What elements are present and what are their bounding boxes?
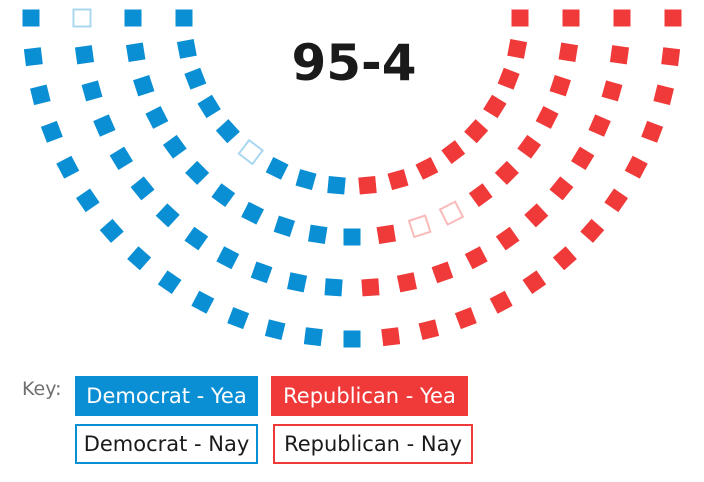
seat-democrat-yea: [343, 228, 361, 246]
seat-republican-yea: [549, 74, 571, 97]
seat-group: [22, 8, 682, 348]
seat-democrat-yea: [241, 201, 265, 225]
key-label: Key:: [22, 378, 62, 400]
seat-republican-yea: [441, 140, 466, 164]
seat-republican-yea: [580, 218, 605, 243]
seat-republican-yea: [387, 169, 409, 191]
seat-democrat-yea: [295, 169, 317, 191]
seat-republican-yea: [361, 278, 380, 297]
seat-democrat-yea: [215, 119, 240, 144]
seat-republican-yea: [522, 270, 547, 295]
seat-republican-yea: [624, 155, 648, 179]
seat-republican-yea: [613, 9, 631, 27]
seat-democrat-yea: [56, 155, 80, 179]
seat-democrat-yea: [23, 47, 43, 67]
seat-republican-yea: [418, 319, 440, 340]
seat-democrat-yea: [324, 278, 343, 297]
seat-republican-yea: [535, 105, 559, 129]
seat-republican-yea: [358, 176, 377, 195]
seat-republican-yea: [558, 42, 579, 62]
seat-democrat-yea: [273, 215, 296, 237]
seat-democrat-yea: [40, 120, 63, 143]
seat-democrat-yea: [133, 74, 155, 97]
seat-democrat-yea: [264, 319, 286, 340]
seat-republican-yea: [562, 9, 580, 27]
seat-democrat-yea: [22, 9, 40, 27]
seat-democrat-nay: [237, 138, 265, 166]
seat-democrat-yea: [227, 307, 250, 330]
seat-republican-yea: [641, 120, 664, 143]
seat-democrat-yea: [99, 218, 124, 243]
seat-republican-yea: [464, 246, 488, 270]
seat-democrat-yea: [303, 327, 323, 347]
seat-democrat-yea: [93, 114, 116, 137]
legend-democrat-yea: Democrat - Yea: [75, 376, 258, 416]
seat-democrat-yea: [343, 330, 361, 348]
seat-republican-yea: [468, 183, 493, 208]
seat-democrat-yea: [81, 80, 103, 102]
seat-democrat-yea: [109, 146, 133, 170]
seat-republican-yea: [495, 226, 520, 251]
seat-democrat-yea: [265, 156, 289, 180]
legend-republican-yea: Republican - Yea: [271, 376, 468, 416]
legend-democrat-nay: Democrat - Nay: [75, 424, 258, 464]
seat-republican-yea: [431, 261, 454, 284]
seat-democrat-yea: [287, 272, 308, 293]
seat-republican-yea: [507, 38, 528, 59]
seat-republican-yea: [549, 176, 574, 201]
seat-republican-yea: [604, 188, 629, 213]
seat-democrat-yea: [74, 45, 95, 65]
seat-republican-nay: [407, 214, 432, 239]
seat-democrat-yea: [216, 246, 240, 270]
seat-democrat-yea: [175, 9, 193, 27]
seat-republican-yea: [552, 246, 577, 271]
seat-republican-yea: [489, 290, 513, 314]
seat-democrat-yea: [197, 94, 221, 119]
seat-democrat-yea: [308, 224, 328, 245]
seat-democrat-yea: [127, 246, 152, 271]
seat-republican-yea: [381, 327, 401, 347]
seat-democrat-yea: [191, 290, 215, 314]
seat-democrat-yea: [185, 160, 210, 185]
seat-democrat-yea: [124, 9, 142, 27]
seat-democrat-yea: [125, 42, 146, 62]
seat-republican-yea: [609, 45, 630, 65]
seat-republican-yea: [396, 272, 417, 293]
seat-republican-yea: [517, 134, 542, 159]
seat-democrat-yea: [155, 203, 180, 228]
seat-republican-yea: [454, 307, 477, 330]
seat-democrat-yea: [130, 176, 155, 201]
seat-republican-yea: [464, 119, 489, 144]
seat-republican-yea: [588, 114, 611, 137]
seat-republican-yea: [511, 9, 529, 27]
seat-democrat-yea: [157, 270, 182, 295]
vote-count-title: 95-4: [291, 34, 416, 92]
seat-republican-yea: [664, 9, 682, 27]
legend-republican-nay: Republican - Nay: [273, 424, 473, 464]
seat-republican-yea: [661, 47, 681, 67]
seat-democrat-yea: [211, 183, 236, 208]
seat-democrat-yea: [176, 38, 197, 59]
seat-democrat-yea: [327, 176, 346, 195]
seat-republican-yea: [653, 84, 674, 106]
seat-republican-yea: [601, 80, 623, 102]
seat-democrat-yea: [250, 261, 273, 284]
seat-democrat-yea: [75, 188, 100, 213]
seat-republican-yea: [415, 156, 439, 180]
seat-democrat-yea: [145, 105, 169, 129]
seat-democrat-yea: [184, 226, 209, 251]
seat-democrat-yea: [162, 134, 187, 159]
seat-republican-yea: [483, 94, 507, 119]
seat-republican-yea: [524, 203, 549, 228]
seat-republican-yea: [571, 146, 595, 170]
seat-democrat-yea: [184, 67, 207, 90]
seat-republican-yea: [497, 67, 520, 90]
seat-republican-yea: [376, 224, 396, 245]
seat-democrat-yea: [30, 84, 51, 106]
seat-democrat-nay: [72, 8, 92, 28]
seat-republican-nay: [438, 200, 465, 226]
seat-republican-yea: [494, 160, 519, 185]
